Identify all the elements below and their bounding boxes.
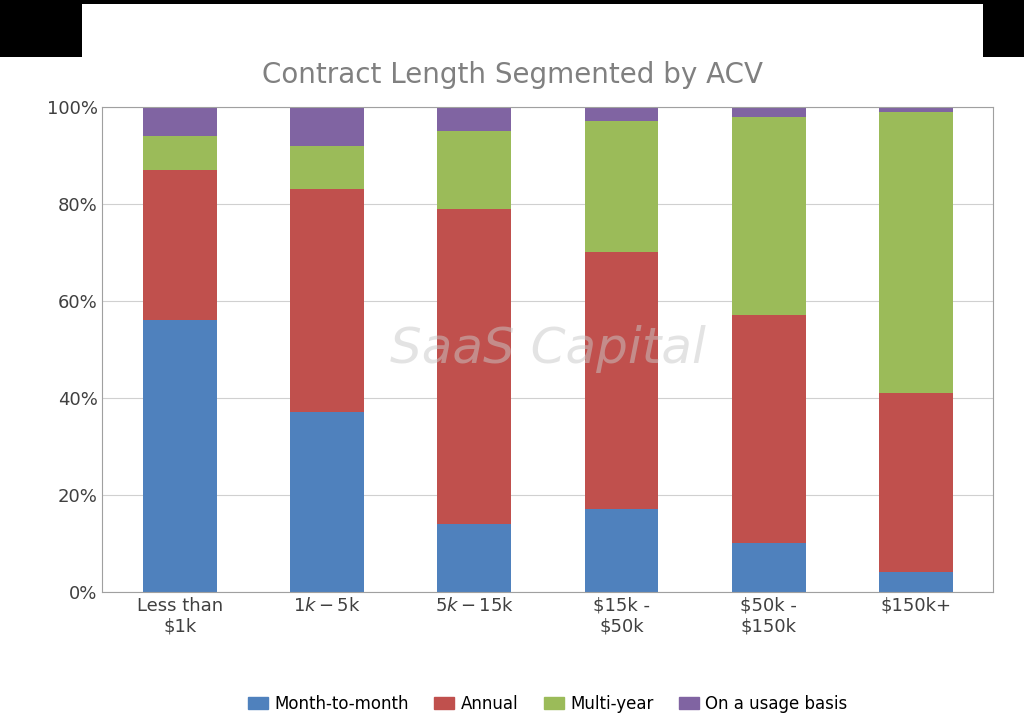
- Bar: [143, 107, 216, 136]
- Bar: [732, 117, 806, 315]
- Bar: [437, 107, 511, 131]
- Bar: [290, 145, 364, 190]
- Bar: [732, 315, 806, 543]
- Bar: [880, 393, 952, 573]
- Bar: [880, 107, 952, 112]
- Bar: [437, 209, 511, 524]
- Bar: [437, 524, 511, 592]
- Bar: [585, 121, 658, 252]
- Bar: [732, 543, 806, 592]
- Bar: [437, 131, 511, 209]
- Text: Contract Length Segmented by ACV: Contract Length Segmented by ACV: [261, 61, 763, 89]
- Bar: [585, 509, 658, 592]
- Bar: [290, 412, 364, 592]
- Bar: [290, 107, 364, 145]
- Bar: [585, 107, 658, 121]
- Bar: [143, 320, 216, 592]
- Bar: [143, 170, 216, 320]
- Bar: [880, 112, 952, 393]
- Bar: [585, 252, 658, 509]
- Bar: [290, 190, 364, 412]
- Bar: [143, 136, 216, 170]
- Bar: [732, 107, 806, 117]
- Legend: Month-to-month, Annual, Multi-year, On a usage basis: Month-to-month, Annual, Multi-year, On a…: [242, 688, 854, 713]
- Text: SaaS Capital: SaaS Capital: [390, 325, 706, 374]
- Bar: [880, 573, 952, 592]
